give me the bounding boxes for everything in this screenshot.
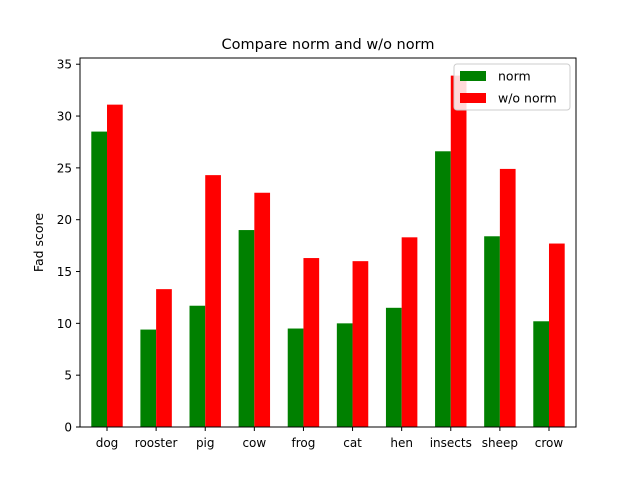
legend: norm w/o norm (453, 63, 571, 111)
y-tick-label: 5 (64, 369, 72, 383)
legend-swatch-norm (460, 71, 486, 81)
x-tick-label-frog: frog (292, 436, 316, 450)
bar-w-o-norm-sheep (499, 168, 516, 427)
bar-norm-cow (238, 230, 255, 427)
bar-w-o-norm-dog (107, 104, 123, 427)
y-tick-label: 20 (57, 213, 72, 227)
bar-norm-rooster (140, 329, 157, 427)
legend-label-w-o-norm: w/o norm (498, 91, 557, 106)
bar-norm-pig (189, 305, 206, 427)
bar-w-o-norm-frog (303, 258, 320, 427)
chart-title: Compare norm and w/o norm (222, 37, 435, 53)
bar-norm-sheep (484, 236, 500, 427)
y-tick-label: 30 (57, 110, 72, 124)
y-axis: 0 5 10 15 20 25 30 35 (57, 58, 80, 435)
bar-norm-crow (533, 321, 549, 427)
bars-group (91, 75, 565, 428)
legend-label-norm: norm (498, 69, 531, 84)
legend-swatch-w-o-norm (460, 93, 486, 103)
y-tick-label: 0 (64, 421, 72, 435)
y-tick-label: 10 (57, 317, 72, 331)
bar-norm-frog (287, 328, 304, 427)
x-tick-label-dog: dog (96, 436, 119, 450)
y-tick-label: 15 (57, 265, 72, 279)
plot-area-frame (79, 57, 577, 428)
x-tick-label-sheep: sheep (482, 436, 518, 450)
y-axis-label: Fad score (31, 213, 46, 273)
x-tick-label-pig: pig (196, 436, 215, 450)
x-tick-label-rooster: rooster (135, 436, 178, 450)
bar-w-o-norm-cat (352, 261, 369, 427)
bar-w-o-norm-cow (254, 192, 271, 427)
bar-w-o-norm-rooster (156, 289, 172, 427)
bar-norm-cat (336, 323, 353, 427)
bar-w-o-norm-insects (450, 75, 467, 428)
bar-norm-dog (91, 131, 108, 427)
x-tick-label-cat: cat (343, 436, 362, 450)
y-tick-label: 35 (57, 58, 72, 72)
y-tick-label: 25 (57, 161, 72, 175)
x-tick-label-hen: hen (390, 436, 413, 450)
bar-w-o-norm-crow (548, 243, 565, 427)
bar-norm-insects (435, 151, 451, 428)
x-tick-label-crow: crow (535, 436, 564, 450)
bar-norm-hen (385, 307, 402, 427)
x-axis: dog rooster pig cow frog cat hen insects sheep cr… (96, 427, 564, 450)
bar-w-o-norm-hen (401, 237, 418, 427)
x-tick-label-cow: cow (242, 436, 266, 450)
x-tick-label-insects: insects (430, 436, 472, 450)
bar-w-o-norm-pig (205, 175, 221, 427)
